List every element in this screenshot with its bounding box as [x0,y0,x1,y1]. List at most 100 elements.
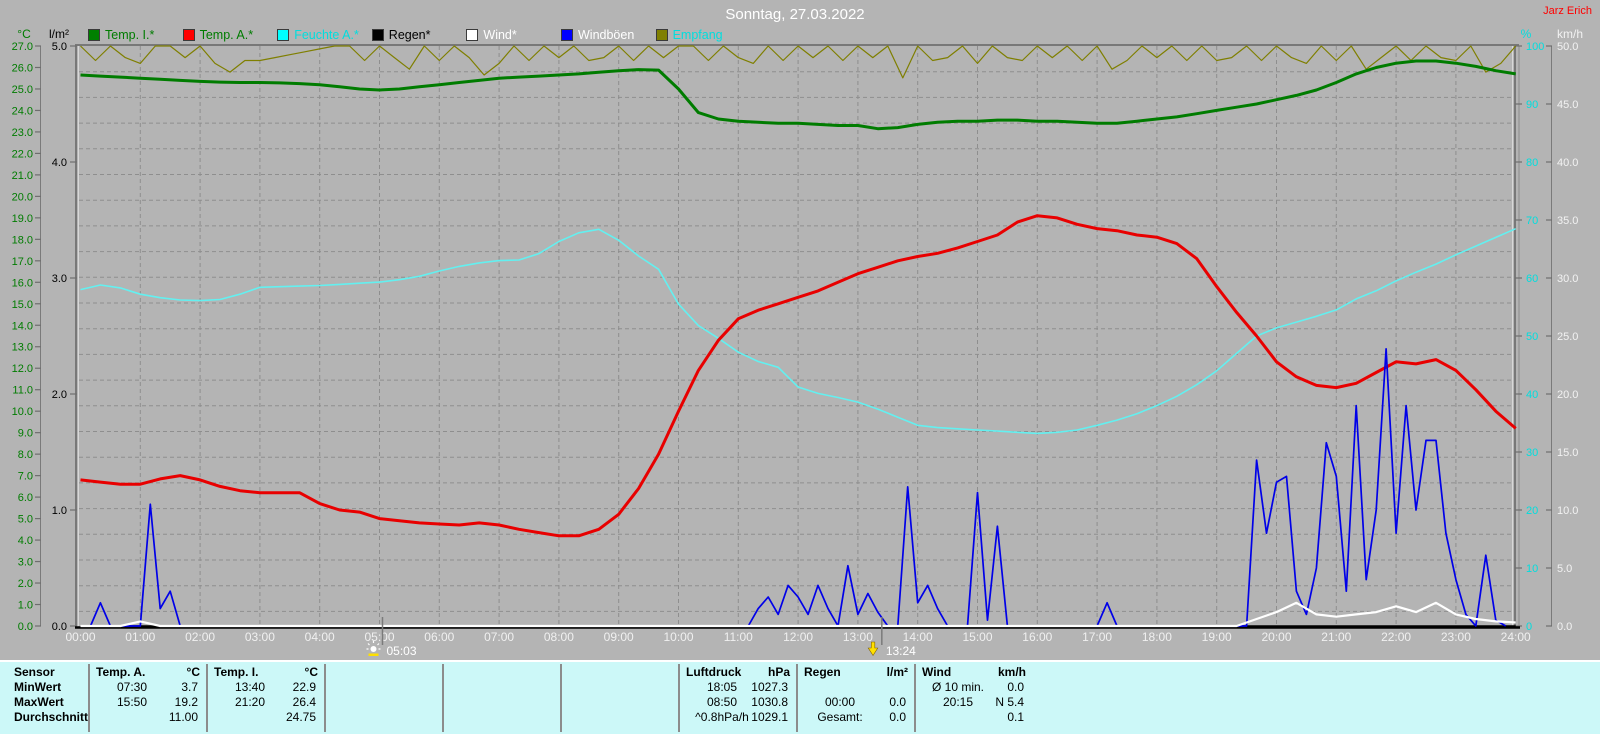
svg-text:30.0: 30.0 [1557,273,1578,285]
marker-time-label: 13:24 [886,644,916,658]
svg-text:100: 100 [1526,41,1544,53]
series-wind-line [80,601,1516,628]
axis-ticks-degC: 27.0 26.0 25.0 24.0 23.0 22.0 21.0 20.0 19.0 18.0… [12,41,41,633]
svg-text:3.0: 3.0 [18,557,33,569]
svg-text:11.0: 11.0 [12,385,33,397]
table-row-label: Sensor [14,665,55,679]
svg-text:1.0: 1.0 [18,600,33,612]
svg-text:4.0: 4.0 [18,535,33,547]
legend-item: Wind* [466,28,517,42]
svg-text:15:00: 15:00 [962,630,992,644]
time-marker: 05:03 [366,617,417,658]
svg-text:0.0: 0.0 [18,621,33,633]
series-temp-i-line [80,59,1516,131]
sensor-name: Regen [804,665,841,679]
svg-text:03:00: 03:00 [245,630,275,644]
svg-text:14.0: 14.0 [12,320,33,332]
sensor-name: Luftdruck [686,665,742,679]
min-value: 1027.3 [751,680,788,694]
avg-value: 11.00 [168,710,198,724]
svg-text:21.0: 21.0 [12,170,33,182]
svg-text:50.0: 50.0 [1557,41,1578,53]
legend-item: Temp. I.* [88,28,154,42]
svg-text:30: 30 [1526,447,1538,459]
legend-swatch-icon [88,29,100,41]
min-time: 07:30 [116,680,148,694]
legend-label: Temp. I.* [105,28,155,42]
svg-text:24.0: 24.0 [12,105,33,117]
svg-text:1.0: 1.0 [52,505,67,517]
svg-text:12:00: 12:00 [783,630,813,644]
svg-text:17:00: 17:00 [1082,630,1112,644]
svg-text:40: 40 [1526,389,1538,401]
svg-text:10.0: 10.0 [1557,505,1578,517]
legend-label: Empfang [672,28,723,42]
svg-text:26.0: 26.0 [12,62,33,74]
avg-label: Gesamt: [817,710,863,724]
svg-text:05:00: 05:00 [364,630,394,644]
summary-table: Sensor MinWert MaxWert Durchschnitt Temp. A.… [0,660,1600,734]
svg-text:04:00: 04:00 [305,630,335,644]
legend-label: Windböen [578,28,635,42]
table-row-label: MaxWert [14,695,64,709]
series-windboeen-line [80,347,1507,627]
min-value: 0.0 [1007,680,1024,694]
svg-text:20:00: 20:00 [1261,630,1291,644]
svg-text:22:00: 22:00 [1381,630,1411,644]
sensor-unit: °C [186,665,200,679]
series-temp-a-line [80,214,1517,538]
legend-swatch-icon [655,29,668,41]
svg-text:45.0: 45.0 [1557,99,1578,111]
svg-text:23.0: 23.0 [12,127,33,139]
sensor-unit: hPa [767,665,790,679]
svg-text:5.0: 5.0 [1557,563,1572,575]
svg-text:5.0: 5.0 [18,514,33,526]
svg-text:22.0: 22.0 [12,148,33,160]
svg-text:16:00: 16:00 [1022,630,1052,644]
svg-text:10:00: 10:00 [663,630,693,644]
svg-text:21:00: 21:00 [1321,630,1351,644]
legend-item: Empfang [655,28,723,42]
svg-text:12.0: 12.0 [12,363,33,375]
svg-text:35.0: 35.0 [1557,215,1578,227]
svg-text:90: 90 [1526,99,1538,111]
legend-item: Temp. A.* [182,28,254,42]
svg-text:0: 0 [1526,621,1532,633]
station-owner-label: Jarz Erich [1543,5,1592,17]
avg-value: 0.0 [889,710,906,724]
legend-swatch-icon [277,29,290,41]
svg-text:0.0: 0.0 [52,621,67,633]
plot-border [75,44,1520,626]
legend-item: Windböen [561,28,634,42]
max-time: 15:50 [116,695,148,709]
min-value: 22.9 [292,680,316,694]
table-row-label: MinWert [14,680,62,694]
legend-label: Feuchte A.* [294,28,359,42]
min-time: Ø 10 min. [931,680,985,694]
right-axis-unit-percent: % [1520,27,1532,41]
svg-text:17.0: 17.0 [12,256,33,268]
svg-text:60: 60 [1526,273,1538,285]
max-time: 20:15 [942,695,974,709]
svg-text:40.0: 40.0 [1557,157,1578,169]
max-value: 1030.8 [751,695,788,709]
sensor-name: Wind [922,665,952,679]
svg-text:2.0: 2.0 [18,578,33,590]
svg-text:6.0: 6.0 [18,492,33,504]
left-axis-unit-lm2: l/m² [49,27,69,41]
svg-text:80: 80 [1526,157,1538,169]
legend-label: Temp. A.* [199,28,254,42]
svg-text:06:00: 06:00 [424,630,454,644]
legend-item: Feuchte A.* [277,28,359,42]
svg-text:9.0: 9.0 [18,428,33,440]
max-time: 08:50 [706,695,738,709]
avg-value: 24.75 [285,710,316,724]
gridlines [79,46,1514,626]
svg-text:15.0: 15.0 [12,299,33,311]
legend-swatch-icon [182,29,195,41]
svg-text:08:00: 08:00 [544,630,574,644]
legend-label: Wind* [483,28,517,42]
svg-text:10: 10 [1526,563,1538,575]
svg-text:09:00: 09:00 [604,630,634,644]
